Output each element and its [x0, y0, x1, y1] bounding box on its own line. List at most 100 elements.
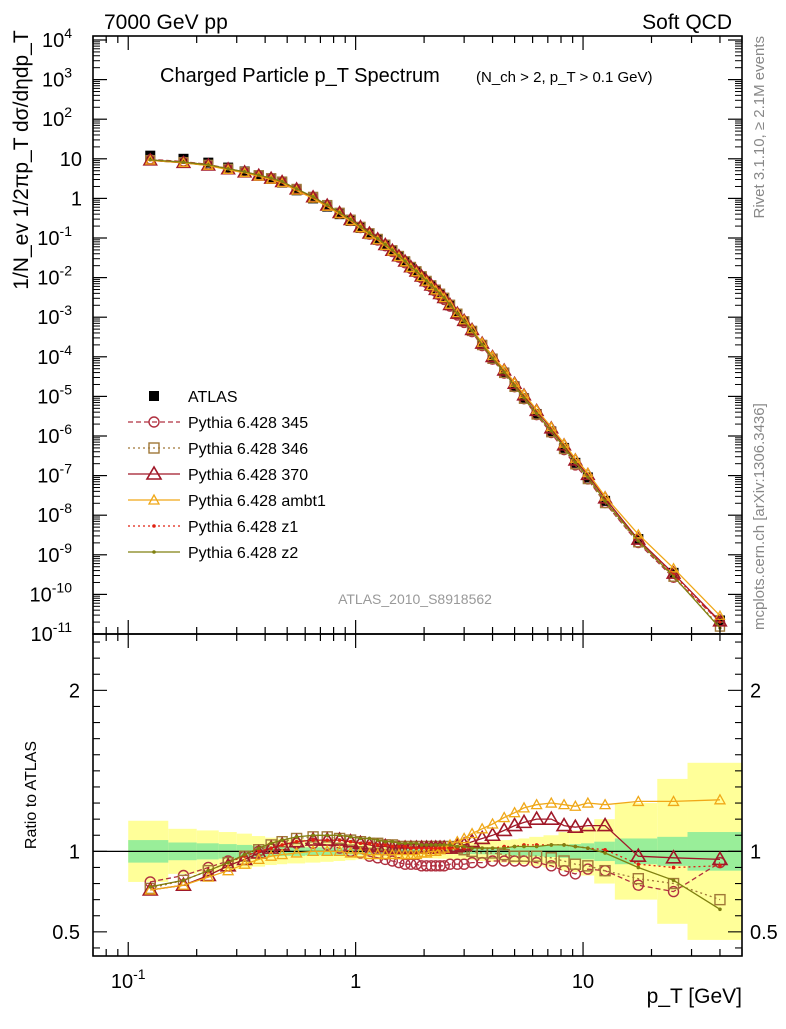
- y-tick-label: 10-11: [31, 619, 73, 646]
- data-point: [397, 254, 401, 258]
- main-plot-subtitle: (N_ch > 2, p_T > 0.1 GeV): [476, 69, 652, 86]
- data-point: [528, 810, 546, 825]
- data-point: [306, 845, 320, 856]
- data-point: [545, 852, 557, 864]
- data-point: [390, 839, 395, 844]
- data-point: [367, 231, 372, 235]
- y-tick-label: 10-4: [37, 342, 72, 369]
- data-point: [438, 843, 442, 847]
- data-point: [581, 796, 594, 808]
- data-point: [433, 843, 447, 855]
- data-point: [425, 860, 437, 872]
- data-point: [712, 613, 728, 627]
- data-point: [433, 843, 438, 847]
- data-point: [486, 855, 499, 867]
- data-point: [444, 858, 456, 870]
- data-point: [449, 305, 466, 319]
- data-point: [256, 849, 261, 854]
- ratio-y-tick-label-right: 0.5: [750, 922, 778, 944]
- data-point: [665, 849, 682, 864]
- data-point: [515, 813, 533, 829]
- data-point: [530, 850, 543, 862]
- data-point: [203, 157, 214, 168]
- y-tick-label: 10-9: [37, 540, 72, 567]
- data-point: [403, 259, 407, 263]
- ratio-y-tick-label: 0.5: [52, 922, 80, 944]
- data-point: [535, 411, 539, 416]
- data-point: [448, 846, 452, 850]
- data-point: [265, 849, 278, 861]
- data-point: [386, 848, 399, 860]
- data-point: [226, 860, 230, 865]
- main-plot: 10-1110-1010-910-810-710-610-510-410-310…: [10, 25, 743, 646]
- data-point: [419, 846, 424, 850]
- data-point: [325, 838, 330, 842]
- data-point: [444, 298, 456, 309]
- data-point: [714, 893, 726, 906]
- series-6-ratio: [148, 833, 722, 912]
- data-point: [632, 873, 645, 885]
- main-y-axis-label: 1/N_ev 1/2πp_T dσ/dηdp_T: [10, 30, 33, 290]
- data-point: [462, 844, 466, 849]
- data-point: [542, 810, 560, 825]
- series-line: [150, 159, 721, 629]
- data-point: [280, 843, 284, 847]
- data-point: [311, 195, 315, 199]
- data-point: [458, 858, 470, 870]
- mcplots-reference-label: mcplots.cern.ch [arXiv:1306.3436]: [751, 403, 768, 630]
- data-point: [549, 429, 553, 433]
- data-point: [238, 857, 251, 869]
- data-point: [358, 836, 363, 841]
- legend-entry: Pythia 6.428 z2: [128, 545, 298, 562]
- data-point: [448, 302, 452, 307]
- series-line: [150, 842, 721, 893]
- legend-marker: [152, 550, 156, 554]
- data-point: [455, 844, 460, 849]
- data-point: [512, 384, 517, 388]
- data-point: [558, 855, 570, 867]
- data-point: [409, 265, 413, 269]
- data-point: [480, 342, 484, 347]
- legend-label: Pythia 6.428 346: [188, 441, 308, 458]
- data-point: [598, 798, 612, 810]
- y-tick-label: 103: [42, 65, 72, 92]
- y-tick-label: 10-2: [37, 263, 72, 290]
- data-point: [379, 848, 392, 860]
- data-point: [518, 850, 530, 862]
- data-point: [181, 160, 186, 164]
- data-point: [455, 311, 459, 316]
- data-point: [430, 284, 442, 295]
- data-point: [438, 291, 442, 296]
- data-point: [632, 795, 645, 807]
- data-point: [630, 531, 647, 545]
- data-point: [420, 846, 433, 858]
- data-point: [718, 864, 722, 868]
- data-point: [486, 817, 499, 829]
- ratio-y-axis-label: Ratio to ATLAS: [23, 741, 40, 849]
- data-point: [442, 843, 446, 847]
- data-point: [269, 841, 273, 846]
- data-point: [206, 868, 211, 873]
- legend-label: Pythia 6.428 z1: [188, 519, 298, 536]
- data-point: [383, 843, 388, 847]
- data-point: [379, 239, 391, 251]
- data-point: [465, 827, 479, 839]
- data-point: [579, 817, 597, 832]
- y-tick-label: 10-1: [37, 223, 72, 250]
- y-tick-label: 1: [71, 188, 82, 210]
- data-point: [375, 838, 380, 842]
- data-point: [566, 818, 584, 834]
- data-point: [311, 833, 315, 838]
- data-point: [367, 836, 372, 841]
- data-point: [569, 799, 582, 811]
- data-point: [470, 846, 474, 850]
- legend-label: Pythia 6.428 345: [188, 415, 308, 432]
- data-point: [276, 848, 289, 860]
- data-point: [348, 217, 353, 222]
- data-point: [636, 862, 641, 867]
- data-point: [243, 170, 247, 174]
- data-point: [573, 844, 578, 849]
- data-point: [383, 242, 387, 247]
- series-4-ratio: [144, 793, 727, 895]
- ratio-plot: 0.5 0.5 1 1 2 2 10-1 1 10 Ratio to ATLAS p_T [Ge…: [23, 633, 778, 1008]
